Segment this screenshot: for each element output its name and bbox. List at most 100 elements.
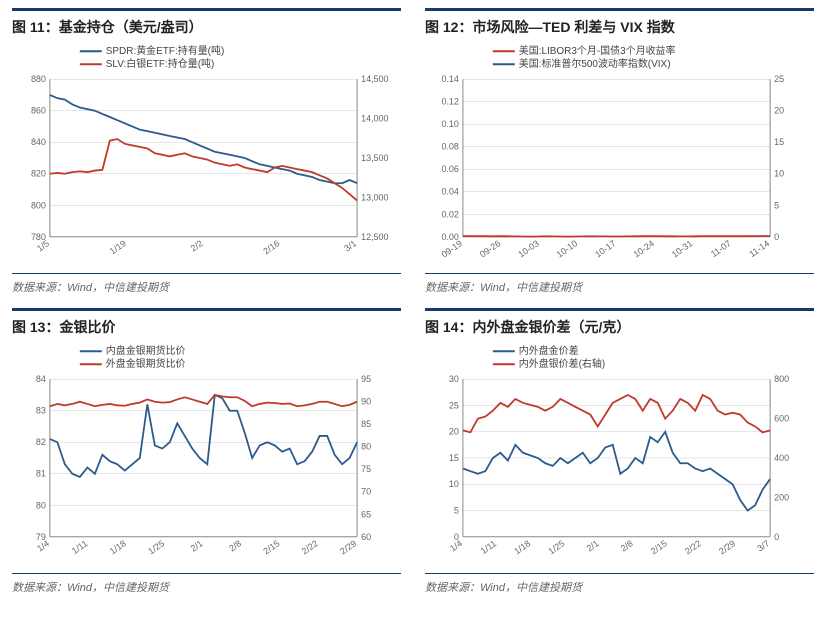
chart14-ytick-right: 800 <box>774 374 789 384</box>
chart14-xtick: 1/25 <box>546 538 566 556</box>
chart12-ytick-right: 25 <box>774 74 784 84</box>
chart14-ytick-left: 5 <box>454 506 459 516</box>
chart12-ytick-left: 0.02 <box>441 209 458 219</box>
chart14-ytick-left: 15 <box>449 453 459 463</box>
chart11-ytick-right: 14,500 <box>361 74 388 84</box>
chart14-ytick-right: 400 <box>774 453 789 463</box>
chart14-xtick: 2/8 <box>619 538 635 553</box>
chart13-ytick-right: 85 <box>361 419 371 429</box>
chart12-legend-label: 美国:标准普尔500波动率指数(VIX) <box>519 57 671 70</box>
chart12-ytick-right: 0 <box>774 232 779 242</box>
chart11-ytick-left: 840 <box>31 137 46 147</box>
chart13-xtick: 1/25 <box>146 538 166 556</box>
chart14-ytick-right: 200 <box>774 492 789 502</box>
chart11-xtick: 2/16 <box>261 238 281 256</box>
chart12-series-red <box>463 236 770 237</box>
chart14-legend-label: 内外盘金价差 <box>519 344 579 357</box>
chart12-legend-label: 美国:LIBOR3个月-国债3个月收益率 <box>519 44 676 57</box>
chart11-ytick-right: 12,500 <box>361 232 388 242</box>
chart12-ytick-left: 0.08 <box>441 142 458 152</box>
chart14-series-red <box>463 395 770 432</box>
chart13-xtick: 2/8 <box>227 538 243 553</box>
chart13-xtick: 1/11 <box>70 538 89 556</box>
chart13-ytick-left: 82 <box>36 437 46 447</box>
chart14-title: 图 14：内外盘金银价差（元/克） <box>425 319 630 335</box>
chart12-xtick: 10-17 <box>593 238 618 259</box>
chart11-ytick-left: 820 <box>31 169 46 179</box>
chart14-ytick-left: 25 <box>449 400 459 410</box>
chart12-ytick-left: 0.04 <box>441 187 458 197</box>
chart13-panel: 图 13：金银比价内盘金银期货比价外盘金银期货比价798081828384606… <box>0 300 413 600</box>
chart13-ytick-left: 83 <box>36 406 46 416</box>
chart13-xtick: 2/29 <box>338 538 358 556</box>
chart14-xtick: 3/7 <box>755 538 771 553</box>
chart11-xtick: 1/19 <box>108 238 128 256</box>
chart11-ytick-right: 13,000 <box>361 192 388 202</box>
chart14-series-blue <box>463 432 770 511</box>
chart13-legend-label: 内盘金银期货比价 <box>106 344 186 357</box>
chart13-ytick-right: 70 <box>361 487 371 497</box>
chart14-xtick: 2/15 <box>649 538 669 556</box>
chart12-xtick: 10-24 <box>632 238 657 259</box>
chart12-title: 图 12：市场风险—TED 利差与 VIX 指数 <box>425 19 675 35</box>
chart11-legend-label: SPDR:黄金ETF:持有量(吨) <box>106 44 225 57</box>
chart13-ytick-right: 95 <box>361 374 371 384</box>
chart13-source: 数据来源：Wind，中信建投期货 <box>12 582 169 594</box>
chart14-xtick: 1/4 <box>448 538 464 553</box>
chart13-xtick: 1/18 <box>108 538 128 556</box>
chart13-series-red <box>50 395 357 406</box>
chart13-ytick-left: 81 <box>36 469 46 479</box>
chart14-chart: 内外盘金价差内外盘银价差(右轴)051015202530020040060080… <box>425 341 814 571</box>
chart11-series-red <box>50 139 357 201</box>
chart13-ytick-left: 80 <box>36 500 46 510</box>
chart11-source: 数据来源：Wind，中信建投期货 <box>12 282 169 294</box>
chart11-ytick-left: 860 <box>31 106 46 116</box>
chart12-xtick: 09-26 <box>478 238 503 259</box>
chart12-xtick: 11-14 <box>747 238 771 259</box>
chart14-ytick-right: 0 <box>774 532 779 542</box>
chart12-panel: 图 12：市场风险—TED 利差与 VIX 指数美国:LIBOR3个月-国债3个… <box>413 0 826 300</box>
chart11-ytick-right: 14,000 <box>361 114 388 124</box>
chart12-ytick-right: 10 <box>774 169 784 179</box>
chart13-xtick: 2/22 <box>300 538 320 556</box>
chart11-legend-label: SLV:白银ETF:持仓量(吨) <box>106 57 215 70</box>
chart12-source: 数据来源：Wind，中信建投期货 <box>425 282 582 294</box>
chart12-ytick-right: 15 <box>774 137 784 147</box>
chart14-ytick-left: 20 <box>449 427 459 437</box>
chart11-ytick-left: 880 <box>31 74 46 84</box>
chart11-ytick-left: 800 <box>31 200 46 210</box>
chart12-xtick: 10-31 <box>670 238 695 259</box>
chart13-title: 图 13：金银比价 <box>12 319 115 335</box>
chart13-series-blue <box>50 395 357 477</box>
chart12-xtick: 11-07 <box>709 238 733 259</box>
chart11-chart: SPDR:黄金ETF:持有量(吨)SLV:白银ETF:持仓量(吨)7808008… <box>12 41 401 271</box>
chart12-ytick-left: 0.06 <box>441 164 458 174</box>
chart13-ytick-right: 65 <box>361 509 371 519</box>
chart12-xtick: 10-10 <box>555 238 580 259</box>
chart12-ytick-right: 5 <box>774 200 779 210</box>
chart12-ytick-left: 0.10 <box>441 119 458 129</box>
chart13-xtick: 2/1 <box>189 538 205 553</box>
chart13-ytick-right: 90 <box>361 397 371 407</box>
chart11-title: 图 11：基金持仓（美元/盎司） <box>12 19 203 35</box>
chart14-legend-label: 内外盘银价差(右轴) <box>519 357 605 370</box>
chart14-xtick: 2/1 <box>585 538 601 553</box>
chart13-xtick: 2/15 <box>261 538 281 556</box>
chart14-xtick: 1/11 <box>479 538 498 556</box>
chart12-ytick-left: 0.14 <box>441 74 458 84</box>
chart12-xtick: 10-03 <box>516 238 541 259</box>
chart13-legend-label: 外盘金银期货比价 <box>106 357 186 370</box>
chart14-ytick-right: 600 <box>774 414 789 424</box>
chart13-ytick-left: 84 <box>36 374 46 384</box>
chart14-ytick-left: 10 <box>449 479 459 489</box>
chart11-xtick: 3/1 <box>342 238 358 253</box>
chart13-ytick-right: 80 <box>361 442 371 452</box>
chart11-ytick-right: 13,500 <box>361 153 388 163</box>
chart14-ytick-left: 30 <box>449 374 459 384</box>
chart11-xtick: 2/2 <box>189 238 205 253</box>
chart14-xtick: 2/22 <box>683 538 703 556</box>
chart13-chart: 内盘金银期货比价外盘金银期货比价798081828384606570758085… <box>12 341 401 571</box>
chart11-panel: 图 11：基金持仓（美元/盎司） SPDR:黄金ETF:持有量(吨)SLV:白银E… <box>0 0 413 300</box>
chart13-ytick-right: 60 <box>361 532 371 542</box>
chart14-panel: 图 14：内外盘金银价差（元/克） 内外盘金价差内外盘银价差(右轴) 0 5 10 15 2… <box>413 300 826 600</box>
